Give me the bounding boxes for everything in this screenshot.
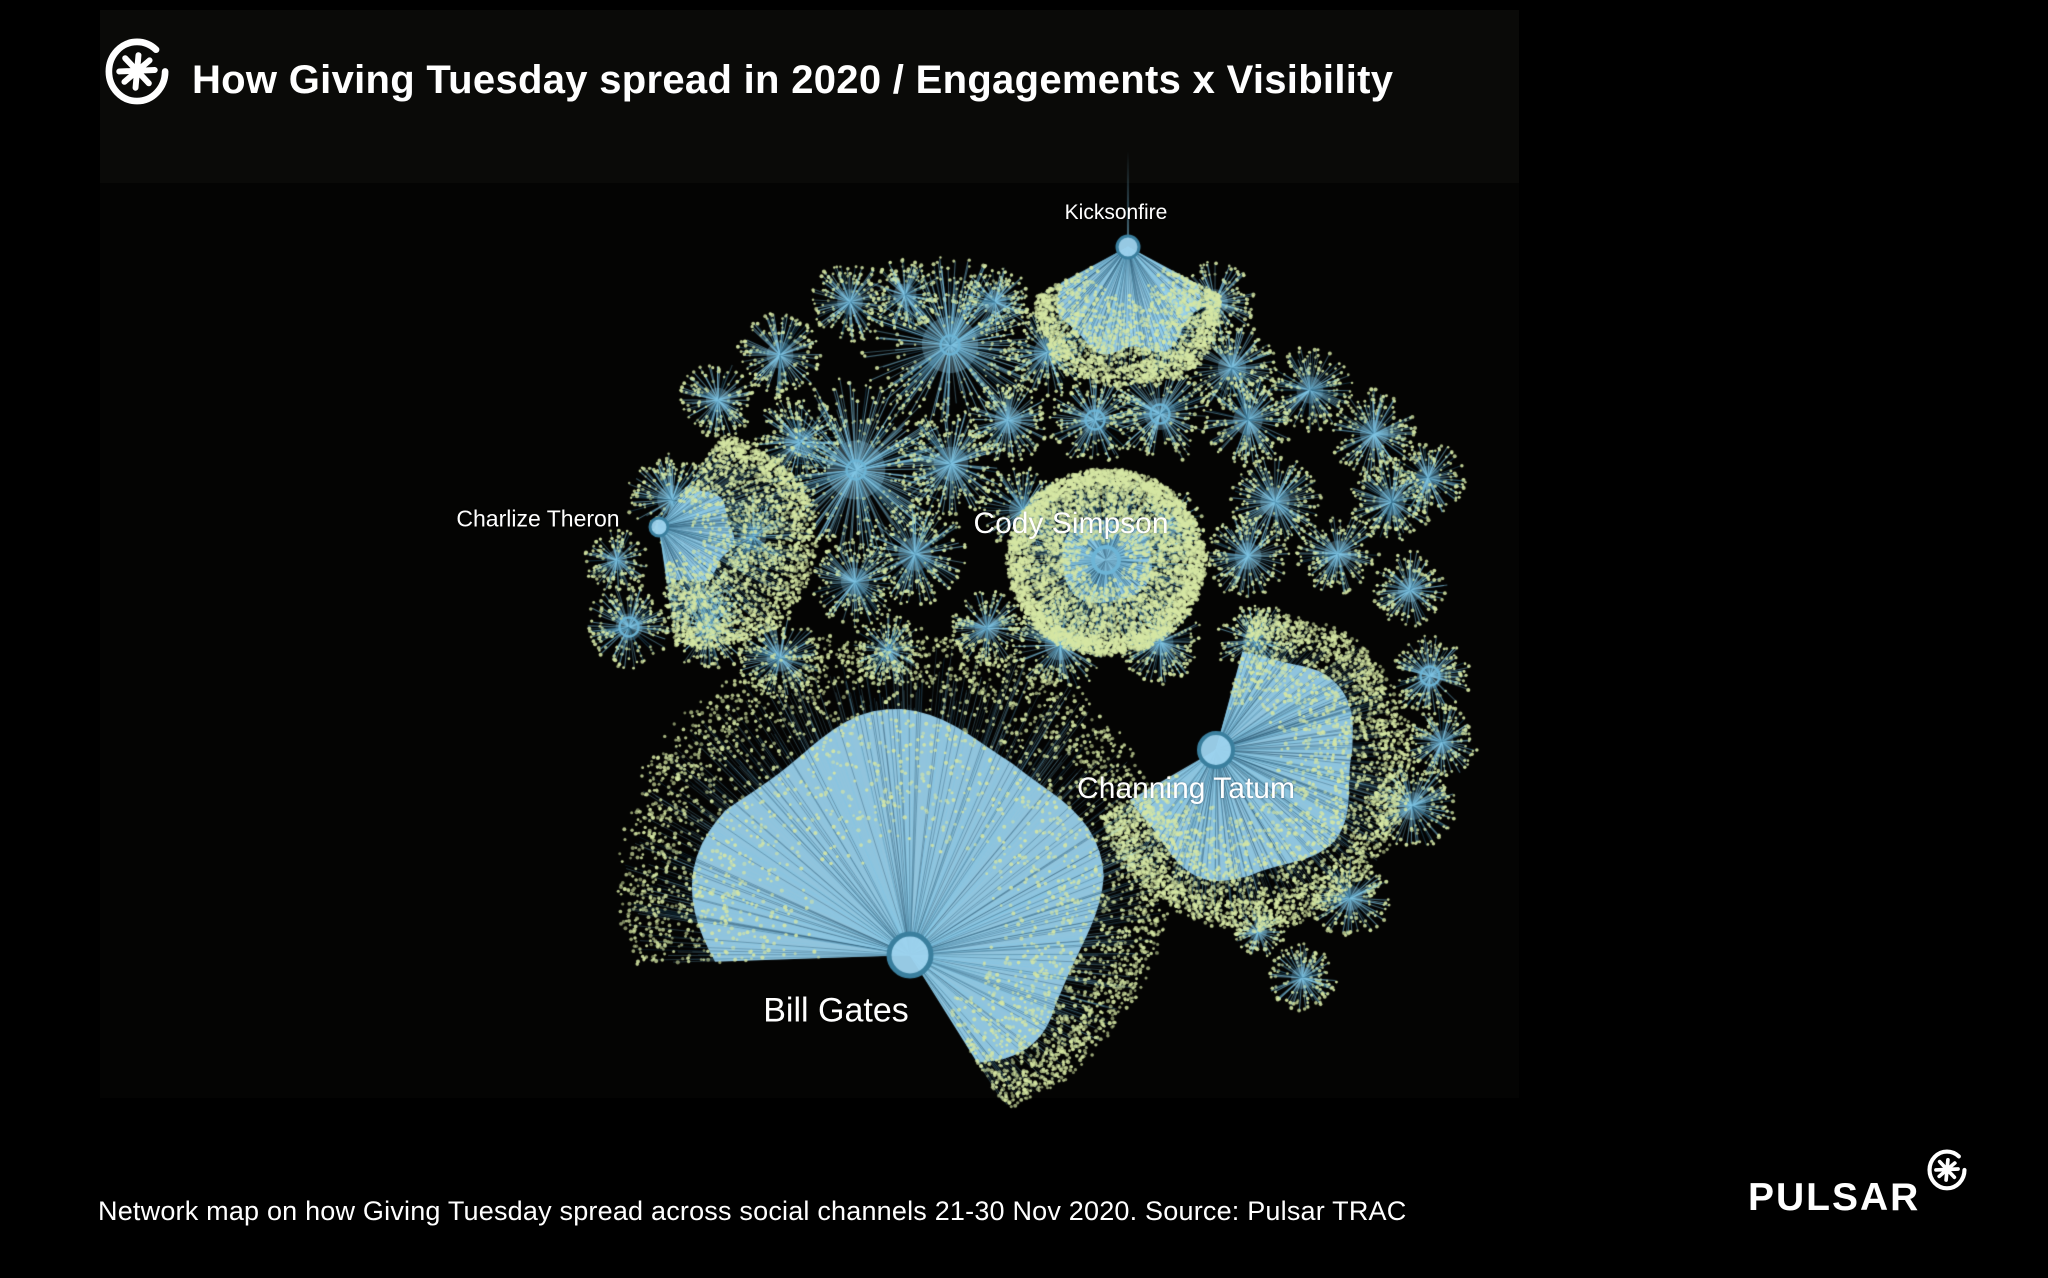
caption: Network map on how Giving Tuesday spread… [98,1196,1407,1226]
node-label-channing-tatum: Channing Tatum [1077,772,1295,805]
node-label-bill-gates: Bill Gates [763,991,909,1030]
brand-wordmark: PULSAR [1748,1176,1921,1219]
node-label-charlize-theron: Charlize Theron [456,505,620,532]
node-label-kicksonfire: Kicksonfire [1064,201,1168,224]
node-label-cody-simpson: Cody Simpson [973,507,1169,540]
pulsar-asterisk-icon [1927,1149,1967,1191]
